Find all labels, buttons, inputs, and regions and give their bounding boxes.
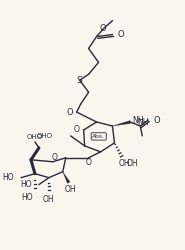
Text: NH: NH — [132, 116, 144, 124]
Text: HO: HO — [2, 173, 14, 182]
Text: HO: HO — [20, 180, 32, 189]
Polygon shape — [112, 120, 131, 126]
Text: OH: OH — [43, 195, 55, 204]
Text: HO: HO — [21, 193, 33, 202]
Text: Abs.: Abs. — [92, 134, 105, 139]
Text: OH: OH — [126, 159, 138, 168]
Polygon shape — [63, 172, 70, 183]
Text: O: O — [52, 153, 58, 162]
Text: S: S — [77, 76, 83, 85]
Text: OH: OH — [119, 159, 130, 168]
Text: OHO: OHO — [37, 133, 53, 139]
Text: O: O — [74, 126, 80, 134]
Text: O: O — [117, 30, 124, 39]
Text: O: O — [99, 24, 106, 33]
Text: NH: NH — [137, 118, 149, 126]
Text: OH: OH — [65, 185, 77, 194]
Text: O: O — [86, 158, 92, 167]
Text: O: O — [153, 116, 160, 124]
Text: O: O — [66, 108, 73, 116]
Text: OHO: OHO — [27, 134, 43, 140]
